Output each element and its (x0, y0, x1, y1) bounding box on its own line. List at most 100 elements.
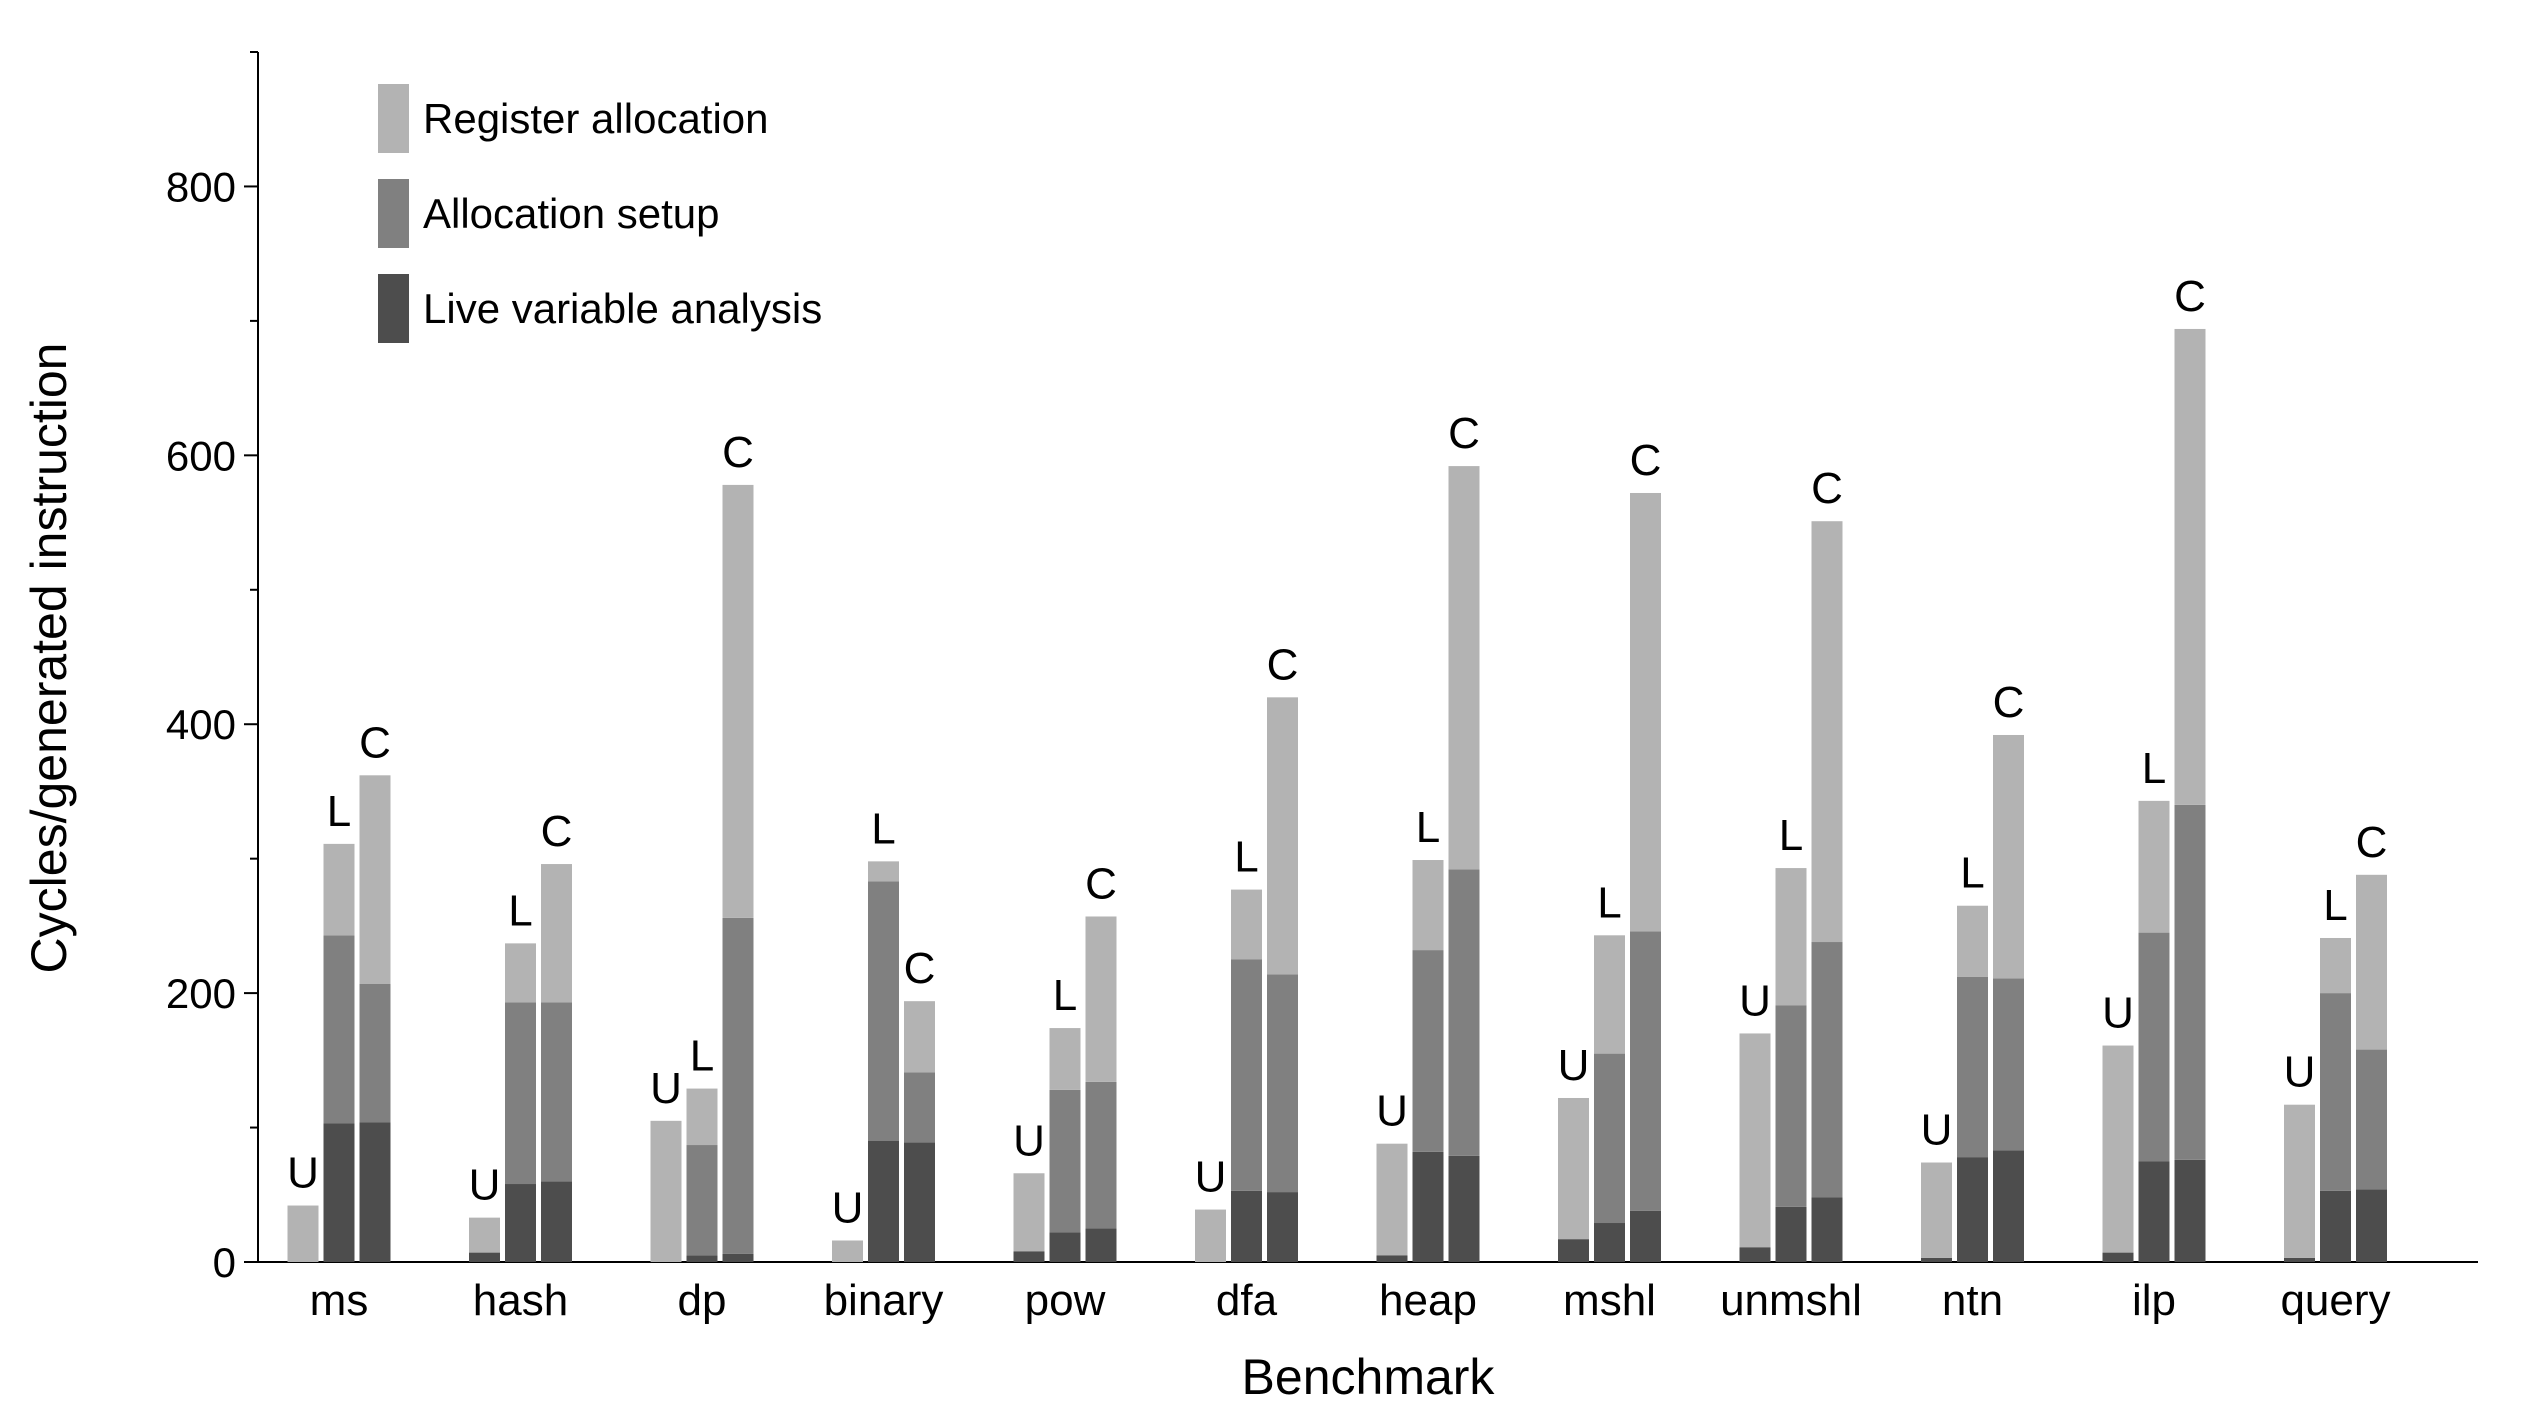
bar-mshl-L-series-1 (1594, 1053, 1625, 1224)
bar-unmshl-U-series-2 (1739, 1033, 1771, 1248)
bar-tag-label: L (508, 886, 532, 935)
bar-dfa-L-series-1 (1231, 959, 1262, 1191)
bar-heap-C-series-0 (1448, 1155, 1480, 1262)
bar-dfa-L-series-0 (1231, 1190, 1262, 1262)
bar-tag-label: U (287, 1149, 319, 1198)
bar-heap-C-series-1 (1448, 869, 1480, 1156)
bar-tag-label: C (2174, 272, 2206, 321)
bar-mshl-C-series-2 (1630, 492, 1661, 932)
bar-ms-C-series-2 (359, 775, 391, 984)
bar-mshl-C-series-0 (1630, 1210, 1661, 1262)
bar-binary-L-series-2 (868, 861, 899, 882)
bar-dfa-U-series-2 (1195, 1209, 1226, 1262)
bar-heap-U-series-0 (1376, 1255, 1408, 1262)
bar-tag-label: C (1630, 436, 1662, 485)
bar-query-L-series-2 (2320, 937, 2351, 994)
bar-hash-C-series-0 (541, 1181, 572, 1262)
bar-tag-label: C (1085, 859, 1117, 908)
bar-ntn-C-series-2 (1993, 734, 2024, 979)
bar-heap-L-series-2 (1412, 860, 1444, 951)
bar-binary-L-series-0 (868, 1141, 899, 1262)
bar-pow-L-series-1 (1049, 1089, 1081, 1233)
bar-unmshl-L-series-0 (1775, 1206, 1807, 1262)
legend-swatch (378, 274, 409, 343)
bar-tag-label: C (1448, 409, 1480, 458)
bar-ilp-L-series-0 (2138, 1161, 2170, 1262)
bar-tag-label: U (1558, 1041, 1590, 1090)
bar-mshl-U-series-2 (1558, 1097, 1589, 1240)
x-category-label: unmshl (1720, 1276, 1862, 1325)
bar-tag-label: L (1416, 803, 1440, 852)
bar-hash-C-series-2 (541, 864, 572, 1003)
bar-mshl-L-series-2 (1594, 935, 1625, 1054)
bar-tag-label: C (722, 428, 754, 477)
bar-hash-L-series-2 (505, 943, 536, 1003)
bar-pow-C-series-1 (1085, 1081, 1117, 1229)
x-category-label: hash (473, 1276, 568, 1325)
bar-tag-label: C (359, 718, 391, 767)
bar-tag-label: L (1234, 833, 1258, 882)
bar-unmshl-L-series-1 (1775, 1005, 1807, 1207)
legend-label: Allocation setup (423, 190, 720, 237)
bar-dp-L-series-1 (686, 1145, 718, 1256)
bar-pow-U-series-2 (1013, 1173, 1045, 1252)
bar-hash-U-series-2 (469, 1217, 500, 1253)
y-axis-title: Cycles/generated instruction (21, 343, 77, 974)
bar-unmshl-C-series-2 (1811, 521, 1843, 943)
bar-ntn-L-series-2 (1957, 905, 1988, 977)
bar-dfa-L-series-2 (1231, 889, 1262, 960)
bar-dfa-C-series-0 (1267, 1192, 1298, 1262)
bar-tag-label: U (650, 1064, 682, 1113)
bar-heap-C-series-2 (1448, 466, 1480, 870)
bar-tag-label: C (541, 807, 573, 856)
bar-ilp-C-series-2 (2174, 328, 2206, 805)
bar-dp-C-series-2 (722, 484, 754, 918)
bar-ms-U-series-2 (287, 1205, 319, 1262)
bar-tag-label: L (1779, 811, 1803, 860)
bar-tag-label: L (1960, 849, 1984, 898)
bar-query-C-series-2 (2356, 874, 2387, 1050)
bar-pow-C-series-0 (1085, 1228, 1117, 1262)
bar-hash-L-series-0 (505, 1184, 536, 1262)
bar-dp-C-series-1 (722, 917, 754, 1254)
bar-hash-C-series-1 (541, 1002, 572, 1182)
bar-tag-label: C (1993, 678, 2025, 727)
bar-pow-U-series-0 (1013, 1251, 1045, 1262)
bar-query-U-series-0 (2284, 1257, 2315, 1262)
bar-tag-label: U (1376, 1087, 1408, 1136)
bar-ms-L-series-2 (323, 843, 355, 936)
bar-query-C-series-0 (2356, 1189, 2387, 1262)
bar-tag-label: C (904, 944, 936, 993)
bar-binary-U-series-2 (832, 1240, 863, 1262)
bar-binary-L-series-1 (868, 881, 899, 1141)
bar-tag-label: L (1053, 971, 1077, 1020)
legend-label: Register allocation (423, 95, 769, 142)
bar-ilp-U-series-2 (2102, 1045, 2134, 1253)
bar-ntn-C-series-0 (1993, 1150, 2024, 1262)
y-tick-label: 600 (166, 432, 236, 479)
bar-ms-C-series-1 (359, 983, 391, 1123)
y-tick-label: 200 (166, 970, 236, 1017)
bar-query-C-series-1 (2356, 1049, 2387, 1190)
bar-pow-C-series-2 (1085, 916, 1117, 1082)
bar-unmshl-C-series-1 (1811, 942, 1843, 1198)
bar-binary-C-series-1 (904, 1072, 935, 1143)
bar-tag-label: L (2323, 881, 2347, 930)
bar-ilp-U-series-0 (2102, 1252, 2134, 1262)
bar-dp-U-series-2 (650, 1120, 682, 1262)
bar-query-L-series-0 (2320, 1190, 2351, 1262)
bar-unmshl-U-series-0 (1739, 1247, 1771, 1262)
bar-tag-label: L (871, 804, 895, 853)
bar-tag-label: U (2102, 989, 2134, 1038)
bar-ilp-C-series-1 (2174, 804, 2206, 1160)
bar-ilp-L-series-1 (2138, 932, 2170, 1162)
x-category-label: query (2280, 1276, 2390, 1325)
bar-heap-L-series-0 (1412, 1151, 1444, 1262)
x-category-label: heap (1379, 1276, 1477, 1325)
bar-ms-C-series-0 (359, 1122, 391, 1262)
bar-tag-label: C (2356, 818, 2388, 867)
x-category-label: ms (310, 1276, 369, 1325)
bar-ntn-L-series-0 (1957, 1157, 1988, 1262)
